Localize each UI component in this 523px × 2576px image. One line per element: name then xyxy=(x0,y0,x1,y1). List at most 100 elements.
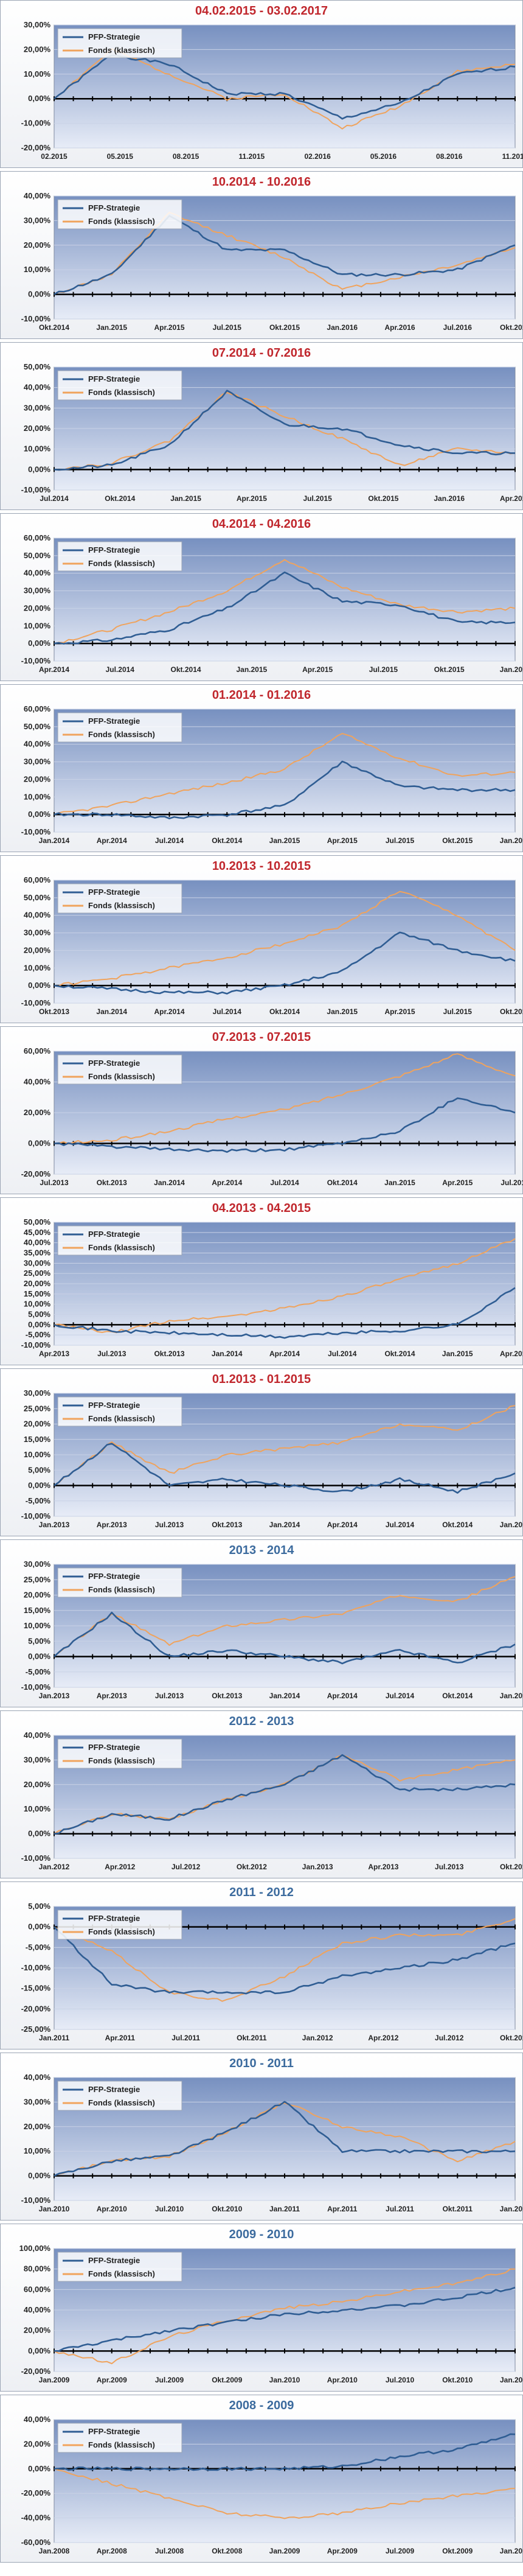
x-tick-label: Jul.2013 xyxy=(40,1178,69,1187)
chart-panel: 04.2013 - 04.2015 -10,00% -5,00% 0,00% 5,00%… xyxy=(0,1197,523,1365)
y-tick-label: 60,00% xyxy=(24,2284,51,2294)
x-tick-label: Okt.2015 xyxy=(368,494,398,503)
x-tick-label: Jan.2016 xyxy=(500,836,523,845)
line-chart: -25,00% -20,00% -15,00% -10,00% -5,00% 0,00% 5… xyxy=(21,1902,523,2042)
y-tick-label: 0,00% xyxy=(28,1922,50,1931)
chart-panel: 07.2014 - 07.2016 -10,00% 0,00% 10,00% 20,00… xyxy=(0,342,523,510)
chart-panel: 2012 - 2013 -10,00% 0,00% 10,00% 20,00% 30,00… xyxy=(0,1710,523,1878)
y-tick-label: 5,00% xyxy=(28,1636,50,1645)
line-chart: -10,00% -5,00% 0,00% 5,00% 10,00% 15,00% 20,00… xyxy=(21,1388,523,1529)
y-tick-label: 0,00% xyxy=(28,2464,50,2473)
line-chart: -10,00% 0,00% 10,00% 20,00% 30,00% 40,00% 50,0… xyxy=(21,875,523,1016)
series-line xyxy=(54,2268,516,2365)
y-tick-label: 30,00% xyxy=(24,1755,51,1764)
x-tick-label: Jul.2010 xyxy=(386,2376,415,2384)
series-line xyxy=(54,215,516,295)
chart-title: 2011 - 2012 xyxy=(229,1886,294,1899)
y-tick-label: 15,00% xyxy=(24,1606,51,1615)
y-tick-label: 40,00% xyxy=(24,1077,51,1087)
y-tick-label: 30,00% xyxy=(24,928,51,937)
series-line xyxy=(54,733,516,816)
y-tick-label: 10,00% xyxy=(24,69,51,79)
line-chart: -10,00% 0,00% 10,00% 20,00% 30,00% 40,00% 50,0… xyxy=(21,362,523,503)
x-tick-label: Jan.2009 xyxy=(269,2547,300,2555)
legend-label: PFP-Strategie xyxy=(88,716,140,726)
line-chart: -10,00% -5,00% 0,00% 5,00% 10,00% 15,00% 20,00… xyxy=(21,1559,523,1700)
x-tick-label: 05.2015 xyxy=(107,152,134,161)
x-tick-label: Jan.2011 xyxy=(500,2376,523,2384)
x-tick-label: Jan.2010 xyxy=(500,2547,523,2555)
x-tick-label: Okt.2015 xyxy=(434,665,465,674)
x-tick-label: Jan.2009 xyxy=(39,2376,70,2384)
x-tick-label: Jan.2016 xyxy=(500,665,523,674)
chart-title: 04.2014 - 04.2016 xyxy=(212,517,311,531)
y-tick-label: -20,00% xyxy=(21,2488,51,2497)
legend-box xyxy=(57,1909,182,1940)
x-tick-label: Apr.2014 xyxy=(154,1007,184,1016)
x-tick-label: Jul.2012 xyxy=(171,1863,201,1871)
chart-title: 2013 - 2014 xyxy=(229,1544,294,1557)
y-tick-label: 20,00% xyxy=(24,44,51,54)
line-chart: -10,00% 0,00% 10,00% 20,00% 30,00% 40,00% Okt.… xyxy=(21,191,523,332)
y-tick-label: 60,00% xyxy=(24,533,51,542)
y-tick-label: 10,00% xyxy=(24,1300,51,1309)
y-tick-label: -20,00% xyxy=(21,1169,51,1178)
y-tick-label: -5,00% xyxy=(26,1496,51,1505)
y-tick-label: 50,00% xyxy=(24,362,51,371)
y-tick-label: -10,00% xyxy=(21,485,51,494)
y-tick-label: 0,00% xyxy=(28,2346,50,2355)
y-tick-label: 10,00% xyxy=(24,265,51,274)
y-tick-label: 100,00% xyxy=(19,2244,51,2253)
legend-label: Fonds (klassisch) xyxy=(88,1927,155,1936)
y-tick-label: 30,00% xyxy=(24,1258,51,1267)
x-tick-label: Jan.2013 xyxy=(302,1863,333,1871)
series-line xyxy=(54,1238,516,1334)
series-line xyxy=(54,2468,516,2519)
y-tick-label: 20,00% xyxy=(24,2122,51,2131)
y-tick-label: -5,00% xyxy=(26,1667,51,1676)
y-tick-label: 25,00% xyxy=(24,1269,51,1278)
y-tick-label: 0,00% xyxy=(28,1481,50,1490)
x-tick-label: Okt.2014 xyxy=(384,1349,415,1358)
legend-label: Fonds (klassisch) xyxy=(88,46,155,55)
x-tick-label: Jan.2011 xyxy=(269,2205,300,2213)
y-tick-label: 60,00% xyxy=(24,875,51,884)
x-tick-label: Jan.2015 xyxy=(442,1349,473,1358)
chart-title: 07.2014 - 07.2016 xyxy=(212,346,311,360)
x-tick-label: Okt.2014 xyxy=(171,665,201,674)
chart-panel: 01.2013 - 01.2015 -10,00% -5,00% 0,00% 5,00%… xyxy=(0,1368,523,1536)
series-line xyxy=(54,1443,516,1494)
series-line xyxy=(54,1754,516,1835)
line-chart: -10,00% 0,00% 10,00% 20,00% 30,00% 40,00% Jan.… xyxy=(21,2073,523,2213)
x-tick-label: Okt.2013 xyxy=(212,1521,242,1529)
y-tick-label: 10,00% xyxy=(24,1621,51,1630)
series-line xyxy=(54,571,516,645)
x-tick-label: Jul.2013 xyxy=(97,1349,126,1358)
line-chart: -20,00% 0,00% 20,00% 40,00% 60,00% Jul.2013 Ok… xyxy=(21,1046,523,1187)
legend-label: PFP-Strategie xyxy=(88,545,140,555)
x-tick-label: Apr.2014 xyxy=(39,665,69,674)
x-tick-label: Jul.2015 xyxy=(213,323,242,332)
y-tick-label: 0,00% xyxy=(28,1320,50,1329)
x-tick-label: Jan.2010 xyxy=(39,2205,70,2213)
y-tick-label: -10,00% xyxy=(21,998,51,1007)
y-tick-label: 20,00% xyxy=(24,2326,51,2335)
x-tick-label: Jul.2010 xyxy=(155,2205,184,2213)
chart-panel: 2008 - 2009 -60,00% -40,00% -20,00% 0,00% 20,… xyxy=(0,2395,523,2563)
y-tick-label: 20,00% xyxy=(24,603,51,612)
y-tick-label: 0,00% xyxy=(28,810,50,819)
x-tick-label: Okt.2011 xyxy=(237,2034,267,2042)
x-tick-label: Okt.2014 xyxy=(327,1178,358,1187)
x-tick-label: Jan.2014 xyxy=(154,1178,185,1187)
y-tick-label: 5,00% xyxy=(28,1902,50,1911)
y-tick-label: 30,00% xyxy=(24,1388,51,1398)
legend-label: PFP-Strategie xyxy=(88,2085,140,2094)
y-tick-label: 0,00% xyxy=(28,1829,50,1838)
x-tick-label: Jan.2014 xyxy=(96,1007,127,1016)
legend-box xyxy=(57,541,182,572)
x-tick-label: Okt.2009 xyxy=(442,2547,473,2555)
legend-box xyxy=(57,2252,182,2282)
x-tick-label: Jan.2015 xyxy=(500,1521,523,1529)
x-tick-label: Apr.2014 xyxy=(97,836,127,845)
y-tick-label: -10,00% xyxy=(21,656,51,665)
